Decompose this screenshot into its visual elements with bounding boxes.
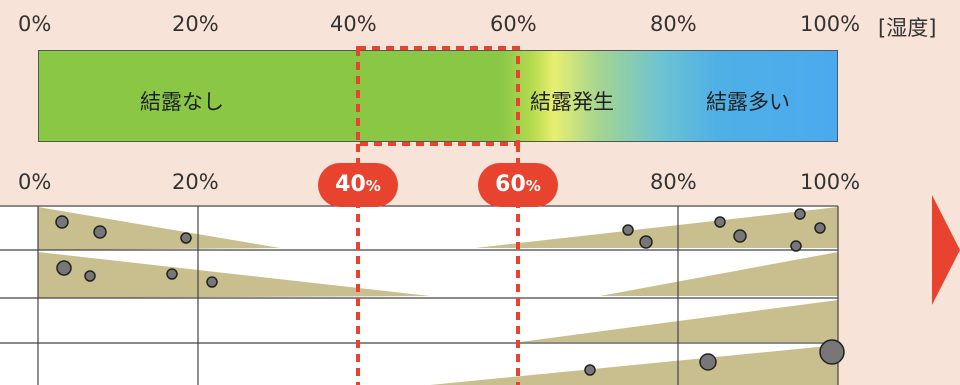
organism-growth-grid [0,205,845,385]
spider-icon [584,339,845,376]
mite-icon [55,208,826,288]
top-tick-80: 80% [650,12,697,36]
bottom-tick-80: 80% [650,170,697,194]
right-arrow-icon [932,195,960,305]
label-condensation-occurs: 結露発生 [530,90,614,114]
wedge-row2-left [38,252,430,298]
top-tick-0: 0% [18,12,52,36]
bottom-tick-20: 20% [172,170,219,194]
humidity-unit-label: [湿度] [878,16,937,40]
top-tick-100: 100% [800,12,861,36]
wedge-row2-right [600,252,838,296]
wedge-row1-left [38,207,280,250]
badge-60-percent: 60% [478,163,558,207]
wedge-row3-right [520,300,838,342]
bottom-tick-100: 100% [800,170,861,194]
wedge-row1-right [475,207,838,248]
top-tick-40: 40% [330,12,377,36]
badge-40-percent: 40% [318,163,398,207]
top-tick-60: 60% [490,12,537,36]
top-tick-20: 20% [172,12,219,36]
label-no-condensation: 結露なし [140,90,224,114]
wedge-row4-right [430,345,838,385]
label-heavy-condensation: 結露多い [706,90,790,114]
bottom-tick-0: 0% [18,170,52,194]
